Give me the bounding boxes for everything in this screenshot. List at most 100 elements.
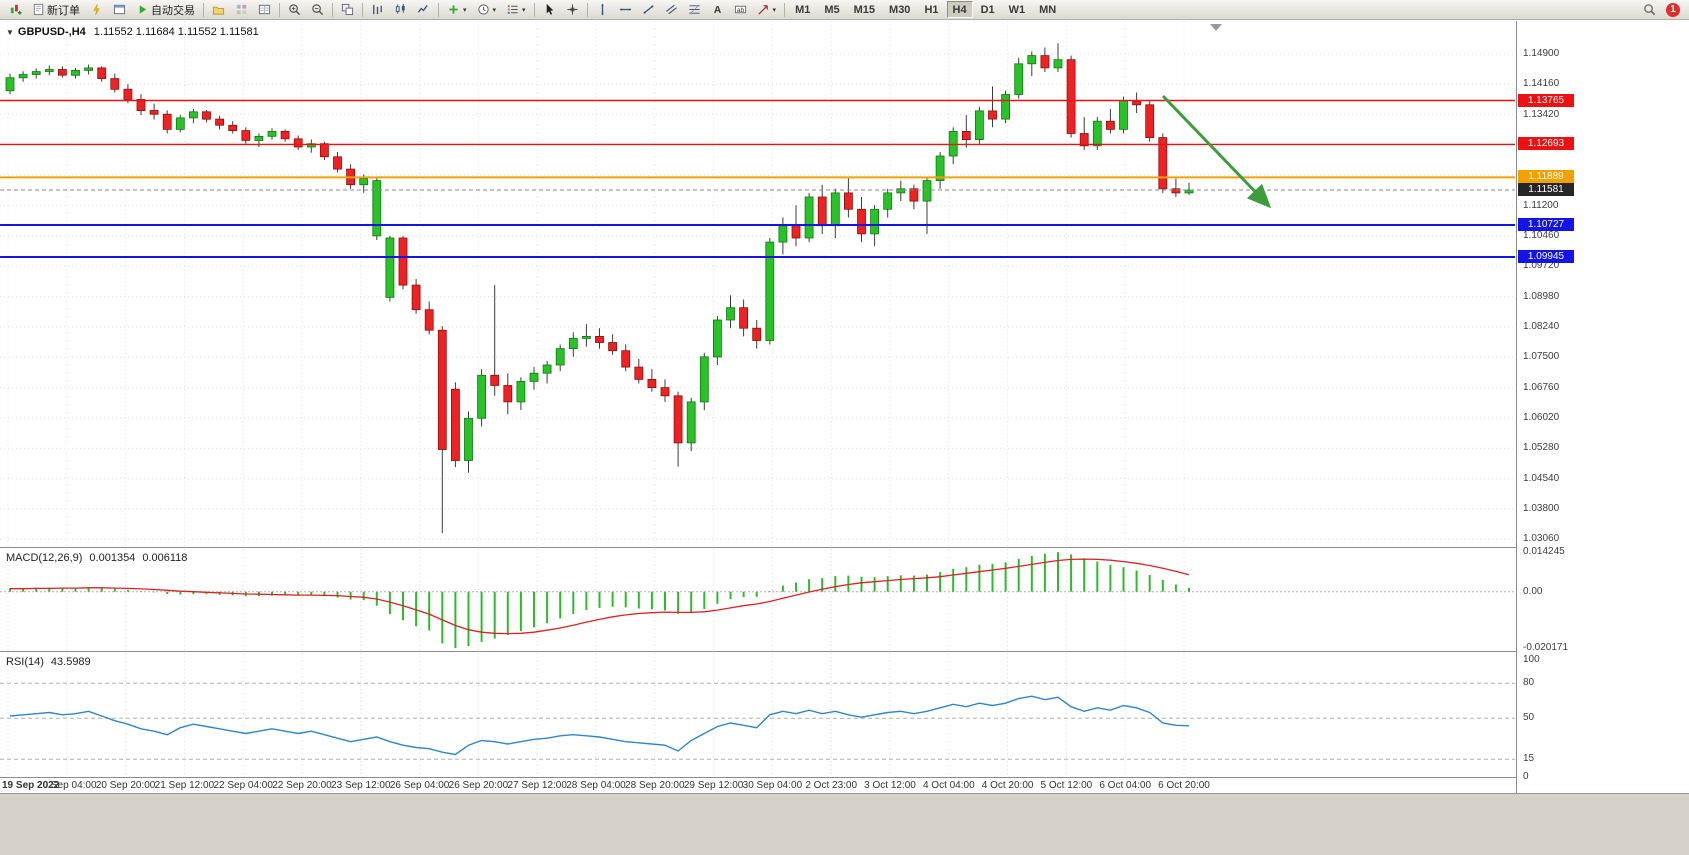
chart-window-button[interactable] <box>109 1 130 18</box>
indicators-menu-button[interactable]: ▾ <box>502 1 530 18</box>
pane-splitter-main-macd[interactable] <box>0 547 1689 548</box>
candle <box>608 334 617 355</box>
candle <box>44 65 54 76</box>
price-axis-label: 1.08240 <box>1523 320 1560 332</box>
time-axis-label: 22 Sep 04:00 <box>213 780 273 791</box>
pane-splitter-macd-rsi[interactable] <box>0 651 1689 652</box>
ohlc-collapse-arrow-icon[interactable]: ▼ <box>6 28 14 37</box>
tf-m1-button[interactable]: M1 <box>789 1 816 18</box>
mql-editor-button[interactable] <box>86 1 107 18</box>
tf-m30-button[interactable]: M30 <box>883 1 916 18</box>
price-axis-label: 1.05280 <box>1523 442 1560 454</box>
tf-m5-button[interactable]: M5 <box>818 1 845 18</box>
time-axis-label: 2 Oct 23:00 <box>805 780 858 791</box>
price-axis-label: 1.03800 <box>1523 502 1560 514</box>
tile-windows-button[interactable] <box>337 1 358 18</box>
crosshair-tool-button[interactable] <box>562 1 583 18</box>
horizontal-line-tool-button[interactable] <box>615 1 636 18</box>
time-axis-label: 19 Sep 2022 <box>2 780 60 791</box>
cursor-tool-button[interactable] <box>539 1 560 18</box>
vertical-line-tool-button[interactable] <box>592 1 613 18</box>
trend-arrow-object[interactable] <box>1161 94 1272 209</box>
new-chart-button[interactable] <box>5 1 26 18</box>
price-axis-label: 1.08980 <box>1523 290 1560 302</box>
tf-w1-button[interactable]: W1 <box>1003 1 1032 18</box>
tf-mn-button[interactable]: MN <box>1033 1 1062 18</box>
candle <box>1132 92 1141 113</box>
zoom-in-button[interactable] <box>284 1 305 18</box>
candle <box>765 238 775 345</box>
bar-chart-mode-button[interactable] <box>367 1 388 18</box>
periods-menu-button[interactable]: ▾ <box>473 1 501 18</box>
arrows-tool-button[interactable]: ▾ <box>753 1 781 18</box>
rsi-pane-canvas[interactable] <box>0 653 1515 777</box>
new-order-label: 新订单 <box>47 4 80 17</box>
zoom-out-button[interactable] <box>307 1 328 18</box>
profiles-icon <box>212 3 225 16</box>
tf-d1-button[interactable]: D1 <box>975 1 1001 18</box>
candle <box>621 344 631 372</box>
time-axis-label: 6 Oct 04:00 <box>1099 780 1152 791</box>
label-tool-button[interactable] <box>730 1 751 18</box>
data-window-button[interactable] <box>254 1 275 18</box>
price-tag: 1.11581 <box>1518 183 1574 196</box>
tf-h4-button[interactable]: H4 <box>946 1 973 18</box>
candle <box>1171 178 1181 197</box>
price-axis-label: 1.06760 <box>1523 381 1560 393</box>
new-order-button[interactable]: 新订单 <box>28 1 84 18</box>
candle <box>1040 47 1050 72</box>
tf-m15-button[interactable]: M15 <box>848 1 881 18</box>
candle <box>844 176 853 218</box>
new-chart-menu-button[interactable]: ▾ <box>443 1 471 18</box>
rsi-axis-label: 80 <box>1523 677 1535 689</box>
candle <box>18 71 28 82</box>
plus-icon <box>447 3 460 16</box>
autotrading-button[interactable]: 自动交易 <box>132 1 199 18</box>
text-tool-button[interactable] <box>707 1 728 18</box>
candle <box>58 66 67 78</box>
candle <box>306 139 316 153</box>
profiles-button[interactable] <box>208 1 229 18</box>
channel-tool-button[interactable] <box>661 1 682 18</box>
toolbar-separator <box>533 2 535 17</box>
tf-h1-button[interactable]: H1 <box>918 1 944 18</box>
macd-signal-line <box>10 558 1190 635</box>
price-axis-label: 1.13420 <box>1523 108 1560 120</box>
main-chart-canvas[interactable] <box>0 21 1515 547</box>
candle <box>752 320 762 349</box>
candle <box>909 184 919 210</box>
candle-mode-button[interactable] <box>390 1 411 18</box>
trendline-tool-button[interactable] <box>638 1 659 18</box>
search-button[interactable] <box>1639 1 1660 18</box>
candle <box>1027 51 1037 77</box>
candle <box>228 121 238 134</box>
candle <box>1119 96 1128 134</box>
candle <box>136 94 146 115</box>
line-chart-mode-button[interactable] <box>413 1 434 18</box>
labelT-icon <box>734 3 747 16</box>
macd-indicator-name: MACD(12,26,9) <box>6 552 83 564</box>
macd-pane-canvas[interactable] <box>0 549 1515 651</box>
price-axis-label: 1.14160 <box>1523 78 1560 90</box>
candle <box>5 73 15 95</box>
candle <box>804 192 814 243</box>
candle <box>490 285 500 396</box>
chart-shift-marker[interactable] <box>1210 24 1222 31</box>
toolbar-separator <box>586 2 588 17</box>
rsi-value: 43.5989 <box>50 656 91 668</box>
fibonacci-tool-button[interactable] <box>684 1 705 18</box>
notification-badge[interactable]: 1 <box>1666 2 1680 17</box>
candle <box>1014 57 1024 99</box>
price-tag: 1.13765 <box>1518 93 1574 107</box>
candle <box>961 115 971 148</box>
candle <box>1106 108 1115 134</box>
charts-grid-button[interactable] <box>231 1 252 18</box>
grid-icon <box>235 3 248 16</box>
candle <box>411 279 421 314</box>
candle <box>988 86 997 128</box>
price-tag: 1.11889 <box>1518 170 1574 184</box>
candle <box>542 360 552 384</box>
macd-axis-label: -0.020171 <box>1523 642 1569 653</box>
time-axis-label: 3 Oct 12:00 <box>864 780 916 791</box>
dropdown-caret-icon: ▾ <box>492 6 497 14</box>
